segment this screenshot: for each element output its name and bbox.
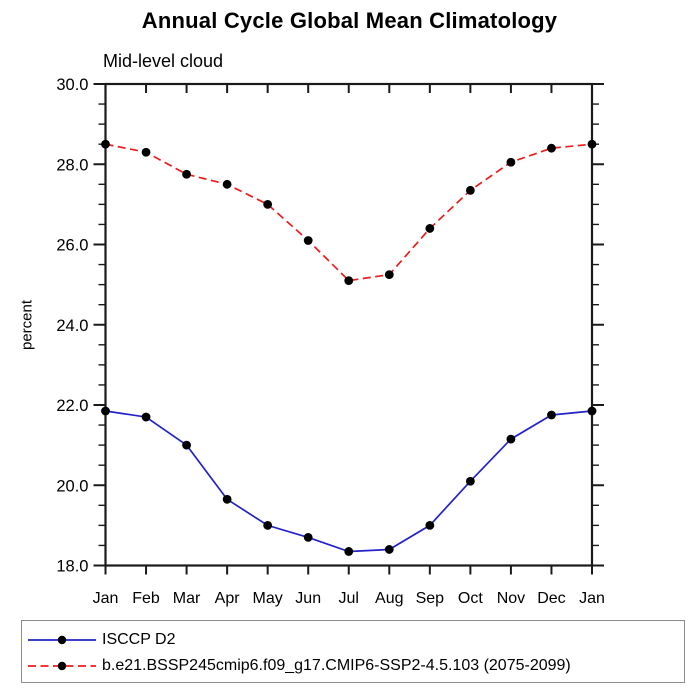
- data-point-marker: [182, 169, 191, 179]
- data-point-marker: [425, 520, 435, 530]
- legend-sample-marker: [57, 661, 67, 671]
- data-point-marker: [344, 547, 354, 556]
- plot-canvas: 30.0 28.0 26.0 24.0 22.0 20.0 18.0 Jan Feb Mar Apr…: [56, 76, 605, 607]
- x-tick-label: Feb: [132, 590, 160, 607]
- data-point-marker: [303, 533, 313, 542]
- legend-entry: ISCCP D2: [25, 627, 684, 653]
- y-tick-label: 20.0: [56, 477, 88, 495]
- data-point-marker: [587, 406, 597, 416]
- y-tick-label: 18.0: [56, 558, 88, 576]
- data-point-marker: [425, 224, 435, 233]
- data-point-marker: [547, 410, 556, 420]
- y-tick-label: 28.0: [56, 156, 88, 174]
- data-point-marker: [465, 476, 475, 486]
- data-point-marker: [547, 143, 556, 153]
- chart-title: Annual Cycle Global Mean Climatology: [141, 8, 558, 33]
- data-point-marker: [465, 185, 475, 195]
- legend-label: b.e21.BSSP245cmip6.f09_g17.CMIP6-SSP2-4.…: [102, 657, 571, 674]
- data-point-marker: [101, 406, 110, 416]
- y-tick-label: 24.0: [56, 317, 88, 335]
- x-tick-label: Aug: [375, 590, 403, 607]
- data-point-marker: [263, 199, 273, 209]
- data-point-marker: [506, 157, 516, 167]
- data-point-marker: [141, 412, 151, 422]
- plot-frame: [104, 82, 594, 567]
- data-point-marker: [384, 545, 394, 554]
- data-point-marker: [182, 440, 191, 450]
- y-tick-label: 26.0: [56, 237, 88, 255]
- data-point-marker: [263, 520, 273, 530]
- y-tick-label: 22.0: [56, 397, 88, 415]
- data-point-marker: [101, 139, 110, 149]
- x-tick-label: Jan: [93, 590, 119, 607]
- x-tick-label: Apr: [215, 590, 241, 607]
- legend-line-sample: [28, 635, 96, 645]
- data-point-marker: [384, 270, 394, 279]
- legend-entry: b.e21.BSSP245cmip6.f09_g17.CMIP6-SSP2-4.…: [25, 653, 684, 679]
- x-tick-label: Dec: [537, 590, 565, 607]
- data-point-marker: [303, 236, 313, 245]
- data-point-marker: [222, 494, 232, 504]
- legend-label: ISCCP D2: [102, 631, 176, 648]
- x-tick-label: Jun: [295, 590, 321, 607]
- legend-sample-marker: [57, 635, 67, 645]
- series-line-0: [105, 410, 593, 553]
- data-point-marker: [506, 434, 516, 444]
- series-line-1: [105, 143, 593, 282]
- x-tick-label: Jul: [339, 590, 359, 607]
- legend: ISCCP D2 b.e21.BSSP245cmip6.f09_g17.CMIP6…: [21, 620, 685, 683]
- data-point-marker: [344, 276, 354, 286]
- data-point-marker: [222, 179, 232, 189]
- y-tick-label: 30.0: [56, 76, 88, 94]
- x-tick-label: Oct: [458, 590, 483, 607]
- data-point-marker: [587, 139, 597, 149]
- data-point-marker: [141, 147, 151, 157]
- chart-subtitle: Mid-level cloud: [103, 51, 224, 71]
- x-tick-label: Nov: [497, 590, 525, 607]
- x-tick-label: Jan: [579, 590, 605, 607]
- x-tick-label: May: [253, 590, 283, 607]
- legend-line-sample: [28, 661, 96, 671]
- x-tick-label: Mar: [173, 590, 201, 607]
- x-tick-label: Sep: [416, 590, 445, 607]
